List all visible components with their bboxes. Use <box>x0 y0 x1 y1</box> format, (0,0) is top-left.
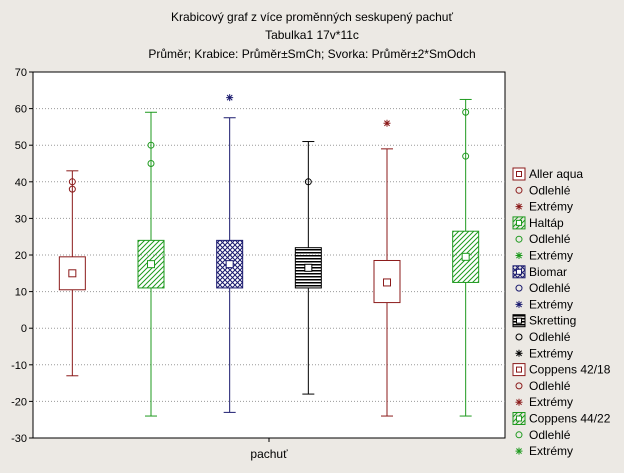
mean-marker <box>304 263 313 272</box>
mean-marker <box>68 269 77 278</box>
chart-title: Krabicový graf z více proměnných seskupe… <box>171 10 453 24</box>
legend-extreme-label: Extrémy <box>529 444 573 458</box>
chart-subtitle: Tabulka1 17v*11c <box>265 28 359 42</box>
legend-label: Aller aqua <box>529 167 583 181</box>
legend-outlier-label: Odlehlé <box>529 428 571 442</box>
legend-extreme-label: Extrémy <box>529 346 573 360</box>
legend-entry-4: Skretting Odlehlé Extrémy <box>512 314 576 360</box>
legend-extreme-symbol <box>515 300 523 308</box>
outlier-point <box>147 160 155 167</box>
legend-entry-3: Biomar Odlehlé Extrémy <box>512 265 573 311</box>
legend-mean-marker <box>516 366 522 373</box>
legend-entry-6: Coppens 44/22 Odlehlé Extrémy <box>512 412 611 458</box>
legend-label: Haltáp <box>529 216 564 230</box>
mean-marker <box>147 260 155 269</box>
y-tick-label: 40 <box>15 177 27 189</box>
y-tick-label: 20 <box>15 250 27 262</box>
legend-outlier-label: Odlehlé <box>529 379 571 393</box>
legend-outlier-label: Odlehlé <box>529 281 571 295</box>
box-3 <box>216 94 244 413</box>
box-4 <box>294 141 322 395</box>
legend-extreme-label: Extrémy <box>529 200 573 214</box>
y-axis-ticks: -30 -20 -10 0 10 20 30 40 50 60 70 <box>11 67 270 445</box>
box-1 <box>58 170 86 377</box>
box-series <box>58 94 480 417</box>
legend-extreme-symbol <box>515 203 523 211</box>
legend-outlier-symbol <box>515 382 523 390</box>
y-tick-label: 60 <box>15 104 27 116</box>
legend-extreme-label: Extrémy <box>529 395 573 409</box>
x-axis-label: pachuť <box>250 447 288 461</box>
y-tick-label: 50 <box>15 140 27 152</box>
plot-area <box>32 71 506 439</box>
y-tick-label: 10 <box>15 287 27 299</box>
y-tick-label: -20 <box>11 396 27 408</box>
outlier-point <box>462 108 470 116</box>
legend-outlier-symbol <box>515 333 523 341</box>
y-tick-label: 0 <box>21 323 27 335</box>
extreme-point <box>226 94 234 102</box>
legend-label: Skretting <box>529 314 576 328</box>
box-6 <box>452 98 480 417</box>
legend-extreme-label: Extrémy <box>529 249 573 263</box>
legend-mean-marker <box>516 415 522 422</box>
box-2 <box>137 111 165 417</box>
legend-outlier-label: Odlehlé <box>529 232 571 246</box>
legend-extreme-symbol <box>515 447 523 455</box>
outlier-point <box>304 178 312 186</box>
legend-outlier-symbol <box>515 186 523 194</box>
legend-extreme-symbol <box>515 398 523 406</box>
legend-entry-5: Coppens 42/18 Odlehlé Extrémy <box>512 363 611 409</box>
legend-label: Coppens 42/18 <box>529 363 611 377</box>
outlier-point <box>462 152 470 160</box>
outlier-point <box>147 141 155 149</box>
outlier-point <box>68 178 76 186</box>
legend-mean-marker <box>516 317 522 324</box>
legend-extreme-symbol <box>515 349 523 357</box>
y-tick-label: 70 <box>15 67 27 79</box>
legend-outlier-label: Odlehlé <box>529 330 571 344</box>
legend-entry-2: Haltáp Odlehlé Extrémy <box>512 216 573 263</box>
y-tick-label: -30 <box>11 433 27 445</box>
legend-outlier-symbol <box>515 235 523 243</box>
extreme-point <box>383 119 391 127</box>
legend-extreme-symbol <box>515 252 523 259</box>
legend-entry-1: Aller aqua Odlehlé Extrémy <box>512 167 583 214</box>
box-rect <box>216 239 244 289</box>
chart-description: Průměr; Krabice: Průměr±SmCh; Svorka: Pr… <box>148 47 475 61</box>
legend-outlier-label: Odlehlé <box>529 183 571 197</box>
box-5 <box>373 119 401 417</box>
legend-outlier-symbol <box>515 431 523 439</box>
legend-mean-marker <box>516 219 522 226</box>
legend-label: Biomar <box>529 265 567 279</box>
mean-marker <box>461 252 470 261</box>
legend-outlier-symbol <box>515 284 523 292</box>
legend-mean-marker <box>516 268 522 275</box>
mean-marker <box>383 278 391 287</box>
legend: Aller aqua Odlehlé Extrémy Haltáp Odlehlé Ext… <box>512 167 611 458</box>
mean-marker <box>225 260 234 269</box>
y-tick-label: -10 <box>11 360 27 372</box>
legend-label: Coppens 44/22 <box>529 412 611 426</box>
grid-lines <box>33 108 505 402</box>
legend-mean-marker <box>516 171 522 177</box>
outlier-point <box>68 185 76 193</box>
y-tick-label: 30 <box>15 213 27 225</box>
legend-extreme-label: Extrémy <box>529 297 573 311</box>
